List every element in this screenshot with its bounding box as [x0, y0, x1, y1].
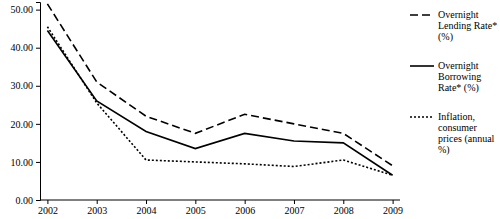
- legend: OvernightLending Rate*(%) OvernightBorrow…: [410, 9, 497, 156]
- x-tick-label: 2008: [334, 205, 354, 216]
- y-tick-mark: [36, 86, 40, 87]
- x-tick-mark: [393, 200, 394, 204]
- y-axis: 0.00 10.00 20.00 30.00 40.00 50.00: [11, 3, 41, 206]
- x-tick: 2002: [38, 200, 58, 216]
- x-tick: 2008: [334, 200, 354, 216]
- series-line: [47, 31, 392, 176]
- x-tick: 2007: [284, 200, 304, 216]
- y-tick-label: 0.00: [16, 195, 34, 206]
- y-tick-label: 20.00: [11, 119, 34, 130]
- y-tick: 50.00: [11, 4, 41, 15]
- y-tick-mark: [36, 10, 40, 11]
- x-tick-mark: [97, 200, 98, 204]
- y-tick: 30.00: [11, 80, 41, 91]
- x-tick-label: 2002: [38, 205, 58, 216]
- x-tick: 2003: [87, 200, 107, 216]
- y-tick: 0.00: [16, 195, 41, 206]
- y-tick-label: 30.00: [11, 80, 34, 91]
- legend-label: OvernightLending Rate*(%): [438, 9, 497, 43]
- y-tick: 40.00: [11, 42, 41, 53]
- legend-swatch: [410, 14, 434, 16]
- x-tick-mark: [146, 200, 147, 204]
- y-tick-mark: [36, 48, 40, 49]
- legend-label: Inflation,consumerprices (annual%): [438, 111, 495, 156]
- y-tick-label: 40.00: [11, 42, 34, 53]
- x-tick-label: 2007: [284, 205, 304, 216]
- y-axis-line: [36, 3, 41, 201]
- x-tick-mark: [245, 200, 246, 204]
- x-tick-mark: [47, 200, 48, 204]
- legend-swatch: [410, 65, 434, 67]
- legend-swatch: [410, 116, 434, 118]
- x-tick: 2009: [383, 200, 403, 216]
- x-tick: 2005: [186, 200, 206, 216]
- legend-label: OvernightBorrowingRate* (%): [438, 60, 481, 94]
- y-tick-mark: [36, 162, 40, 163]
- x-tick-mark: [195, 200, 196, 204]
- y-tick: 20.00: [11, 119, 41, 130]
- y-tick-mark: [36, 124, 40, 125]
- x-tick-label: 2009: [383, 205, 403, 216]
- y-tick-label: 50.00: [11, 4, 34, 15]
- series-line: [47, 27, 392, 176]
- y-tick-mark: [36, 200, 40, 201]
- x-tick: 2004: [137, 200, 157, 216]
- x-tick: 2006: [235, 200, 255, 216]
- x-tick-mark: [343, 200, 344, 204]
- x-tick-label: 2006: [235, 205, 255, 216]
- y-tick: 10.00: [11, 157, 41, 168]
- x-tick-mark: [294, 200, 295, 204]
- x-axis: 2002 2003 2004 2005 2006 2007 2008 2009: [38, 200, 403, 216]
- plot-lines: [47, 4, 392, 175]
- x-tick-label: 2003: [87, 205, 107, 216]
- y-tick-label: 10.00: [11, 157, 34, 168]
- x-tick-label: 2005: [186, 205, 206, 216]
- chart: 0.0010.0020.0030.0040.0050.0020022003200…: [0, 0, 500, 219]
- x-tick-label: 2004: [137, 205, 157, 216]
- x-axis-line: [40, 200, 400, 201]
